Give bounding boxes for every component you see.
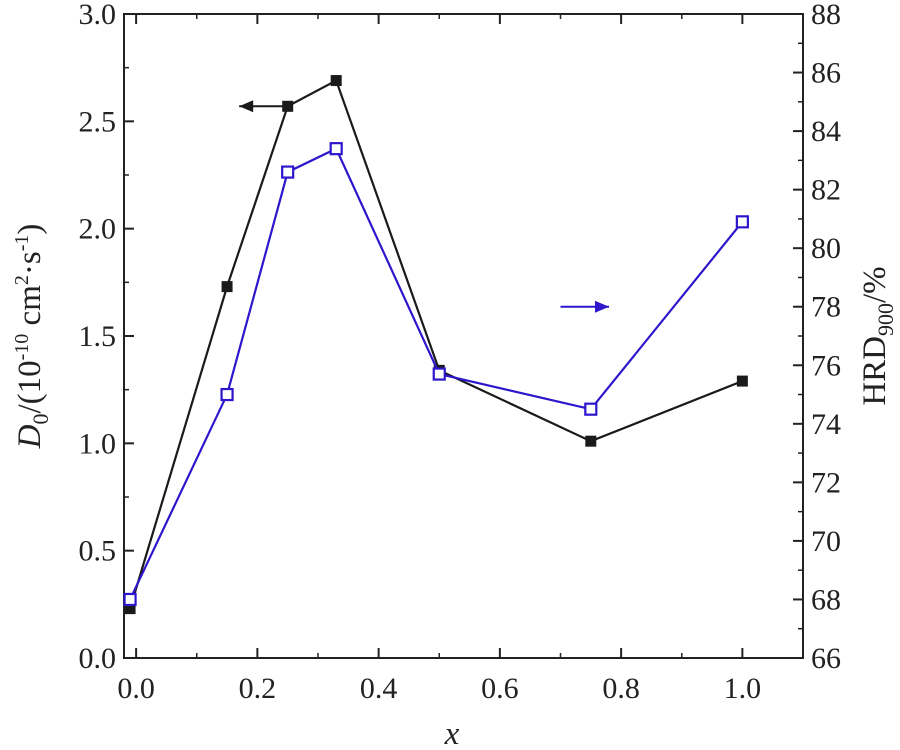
data-point-2: [584, 402, 598, 416]
left-tick-label: 2.5: [79, 105, 117, 138]
right-tick-label: 84: [811, 115, 841, 148]
left-axis-title: D0/(10-10 cm2·s-1): [11, 224, 53, 450]
plot-frame: [123, 13, 804, 659]
right-tick-label: 66: [811, 642, 841, 675]
x-tick-label: 0.8: [602, 672, 640, 705]
plot-border: [123, 13, 804, 659]
x-axis-ticks: 0.0 0.2 0.4 0.6 0.8 1.0: [117, 648, 804, 705]
left-tick-label: 0.0: [79, 642, 117, 675]
series-layer: [123, 75, 749, 615]
left-tick-label: 0.5: [79, 535, 117, 568]
data-point-2: [329, 142, 343, 156]
data-point-1: [221, 281, 233, 293]
x-tick-label: 1.0: [724, 672, 762, 705]
left-tick-label: 3.0: [79, 0, 117, 31]
right-axis-ticks: 66 68 70 72 74 76 78 80 82 84 86 88: [793, 0, 841, 675]
right-tick-label: 76: [811, 349, 841, 382]
left-tick-label: 1.0: [79, 427, 117, 460]
arrow-head: [239, 100, 254, 113]
x-axis-title: x: [444, 716, 460, 750]
x-tick-label: 0.2: [239, 672, 277, 705]
right-tick-label: 74: [811, 408, 841, 441]
right-tick-label: 78: [811, 291, 841, 324]
data-point-1: [330, 75, 342, 87]
annotations: [239, 100, 609, 313]
series-line-1: [129, 78, 743, 609]
data-point-1: [585, 435, 597, 447]
x-tick-label: 0.0: [117, 672, 155, 705]
right-tick-label: 70: [811, 525, 841, 558]
arrow-head: [595, 300, 609, 313]
right-tick-label: 72: [811, 466, 841, 499]
data-point-1: [124, 603, 136, 615]
right-tick-label: 86: [811, 57, 841, 90]
left-tick-label: 1.5: [79, 320, 117, 353]
data-point-2: [220, 387, 234, 402]
left-axis-ticks: 0.0 0.5 1.0 1.5 2.0 2.5 3.0: [79, 0, 134, 675]
right-tick-label: 68: [811, 583, 841, 616]
right-tick-label: 80: [811, 232, 841, 265]
data-point-2: [281, 165, 295, 179]
data-point-2: [432, 367, 446, 381]
data-point-2: [123, 592, 137, 607]
data-point-2: [735, 215, 749, 229]
data-point-1: [736, 375, 748, 387]
x-tick-label: 0.4: [360, 672, 398, 705]
right-tick-label: 82: [811, 174, 841, 207]
x-tick-label: 0.6: [481, 672, 519, 705]
right-axis-title: HRD900/%: [857, 266, 898, 405]
top-axis-ticks: [135, 14, 804, 24]
right-tick-label: 88: [811, 0, 841, 31]
left-tick-label: 2.0: [79, 213, 117, 246]
